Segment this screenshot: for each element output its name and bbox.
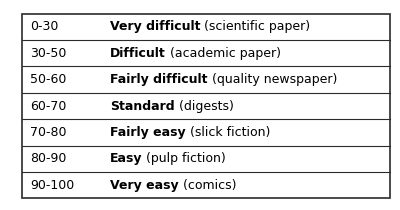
Text: Easy: Easy — [110, 152, 142, 165]
Text: (scientific paper): (scientific paper) — [200, 20, 311, 33]
Text: (comics): (comics) — [179, 179, 236, 192]
Text: Standard: Standard — [110, 100, 175, 113]
Text: Very difficult: Very difficult — [110, 20, 200, 33]
Text: Fairly difficult: Fairly difficult — [110, 73, 208, 86]
Text: 80-90: 80-90 — [30, 152, 66, 165]
Text: Very easy: Very easy — [110, 179, 179, 192]
Text: (digests): (digests) — [175, 100, 234, 113]
Text: Fairly easy: Fairly easy — [110, 126, 186, 139]
Text: 50-60: 50-60 — [30, 73, 66, 86]
Text: (slick fiction): (slick fiction) — [186, 126, 270, 139]
Text: (quality newspaper): (quality newspaper) — [208, 73, 337, 86]
Text: Difficult: Difficult — [110, 47, 166, 60]
Text: 60-70: 60-70 — [30, 100, 66, 113]
Text: 30-50: 30-50 — [30, 47, 66, 60]
Text: 90-100: 90-100 — [30, 179, 74, 192]
Text: (pulp fiction): (pulp fiction) — [142, 152, 226, 165]
Text: 0-30: 0-30 — [30, 20, 58, 33]
Text: 70-80: 70-80 — [30, 126, 66, 139]
Text: (academic paper): (academic paper) — [166, 47, 281, 60]
